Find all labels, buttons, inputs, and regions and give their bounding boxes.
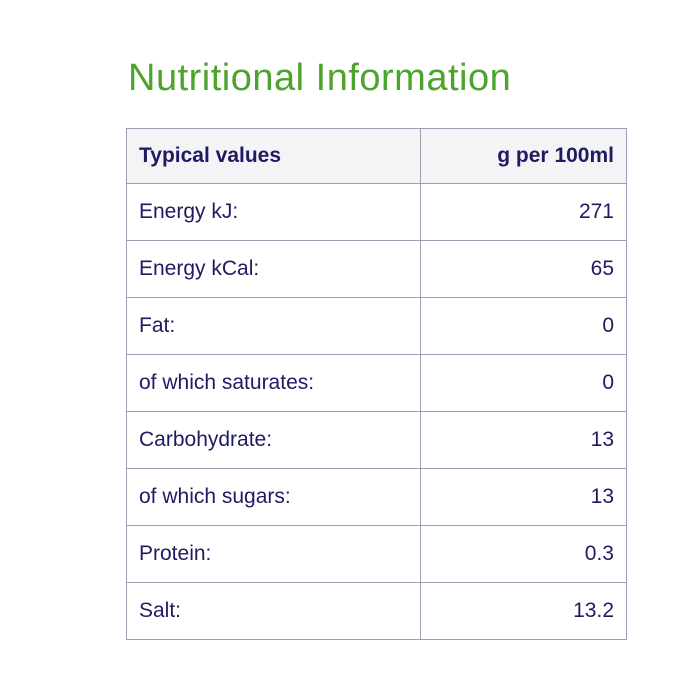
table-row-energy-kcal: Energy kCal: 65 — [126, 240, 627, 298]
nutrition-table: Typical values g per 100ml Energy kJ: 27… — [126, 128, 627, 640]
row-label: of which sugars: — [126, 468, 421, 526]
table-row-salt: Salt: 13.2 — [126, 582, 627, 640]
row-value: 0 — [420, 354, 627, 412]
table-row-saturates: of which saturates: 0 — [126, 354, 627, 412]
row-value: 0 — [420, 297, 627, 355]
row-value: 13 — [420, 468, 627, 526]
table-row-fat: Fat: 0 — [126, 297, 627, 355]
row-label: Protein: — [126, 525, 421, 583]
row-label: Energy kJ: — [126, 183, 421, 241]
row-label: Energy kCal: — [126, 240, 421, 298]
table-header-row: Typical values g per 100ml — [126, 128, 627, 184]
row-label: Fat: — [126, 297, 421, 355]
header-g-per-100ml: g per 100ml — [420, 128, 627, 184]
row-value: 13.2 — [420, 582, 627, 640]
row-value: 271 — [420, 183, 627, 241]
row-label: of which saturates: — [126, 354, 421, 412]
page-title: Nutritional Information — [128, 57, 512, 99]
row-label: Salt: — [126, 582, 421, 640]
header-typical-values: Typical values — [126, 128, 421, 184]
table-row-protein: Protein: 0.3 — [126, 525, 627, 583]
row-value: 65 — [420, 240, 627, 298]
row-label: Carbohydrate: — [126, 411, 421, 469]
row-value: 0.3 — [420, 525, 627, 583]
table-row-carbohydrate: Carbohydrate: 13 — [126, 411, 627, 469]
row-value: 13 — [420, 411, 627, 469]
table-row-energy-kj: Energy kJ: 271 — [126, 183, 627, 241]
table-row-sugars: of which sugars: 13 — [126, 468, 627, 526]
